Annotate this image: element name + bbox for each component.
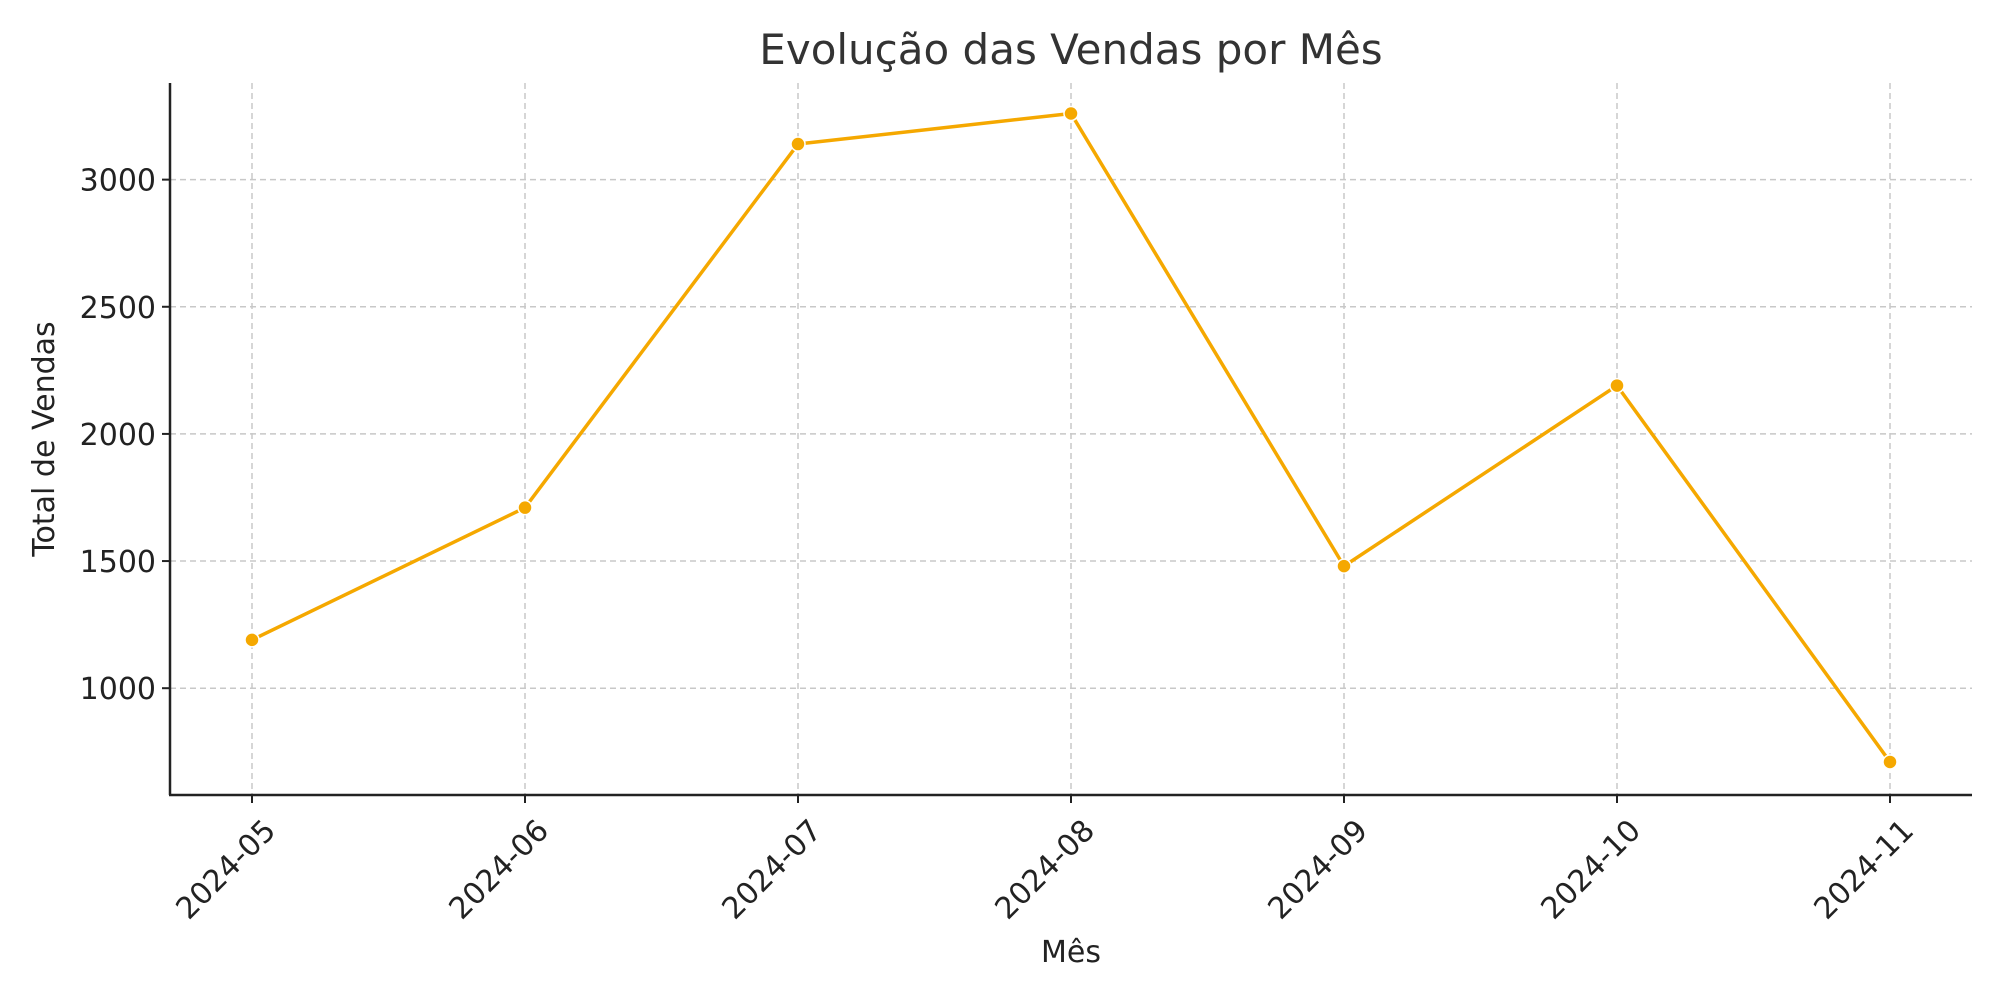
- series-layer: [244, 105, 1898, 770]
- x-tick-label: 2024-07: [716, 813, 829, 926]
- y-tick-label: 1000: [80, 672, 156, 707]
- data-point: [1609, 377, 1625, 394]
- x-tick-label: 2024-08: [989, 813, 1102, 926]
- x-tick-label: 2024-06: [443, 813, 556, 926]
- x-tick-label: 2024-11: [1808, 813, 1921, 926]
- data-point: [1882, 754, 1898, 770]
- y-tick-label: 1500: [80, 545, 156, 580]
- y-tick-label: 2500: [80, 291, 156, 326]
- y-tick-label: 3000: [80, 164, 156, 199]
- x-tick-label: 2024-09: [1262, 813, 1375, 926]
- x-tick-label: 2024-05: [170, 813, 283, 926]
- data-point: [1336, 558, 1352, 574]
- data-point: [1063, 105, 1079, 122]
- chart-title: Evolução das Vendas por Mês: [759, 25, 1382, 74]
- x-axis-label: Mês: [1041, 935, 1101, 970]
- grid-lines: [170, 83, 1972, 795]
- y-tick-label: 2000: [80, 418, 156, 453]
- data-point: [517, 499, 533, 516]
- x-ticks: 2024-05 2024-06 2024-07 2024-08 2024-09 2024-…: [170, 795, 1921, 927]
- y-ticks: 1000 1500 2000 2500 3000: [80, 164, 170, 707]
- data-point: [790, 136, 806, 152]
- y-axis-label: Total de Vendas: [27, 321, 62, 557]
- x-tick-label: 2024-10: [1535, 813, 1648, 926]
- data-point: [244, 632, 260, 648]
